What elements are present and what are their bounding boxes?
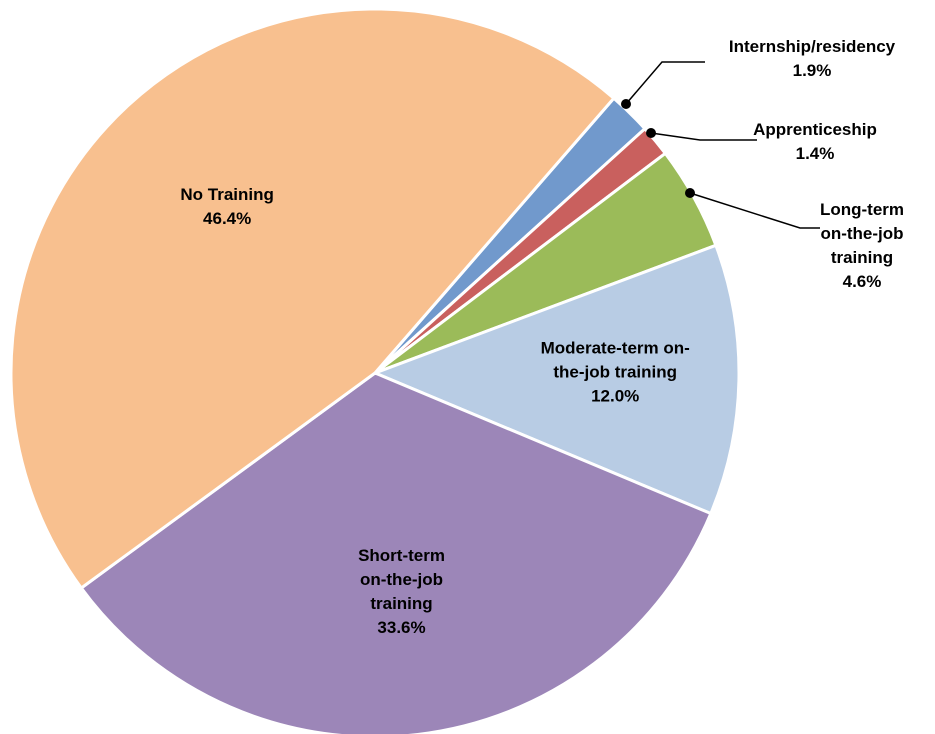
value-label: 4.6% [843, 272, 882, 291]
slice-label: Moderate-term on-the-job training [541, 339, 690, 382]
slice-label: Short-term on-the-job training [358, 546, 445, 613]
label-line: Short-term [358, 546, 445, 565]
label-line: training [370, 594, 432, 613]
leader-line [689, 192, 820, 229]
leader-dot [646, 128, 656, 138]
slice-label: Apprenticeship [753, 120, 877, 139]
leader-dot [685, 188, 695, 198]
leader-line [625, 61, 705, 105]
label-line: training [831, 248, 893, 267]
value-label: 1.9% [793, 61, 832, 80]
label-line: the-job training [553, 363, 677, 382]
value-label: 1.4% [796, 144, 835, 163]
value-label: 33.6% [377, 618, 425, 637]
label-line: Moderate-term on- [541, 339, 690, 358]
label-line: on-the-job [820, 224, 903, 243]
label-line: on-the-job [360, 570, 443, 589]
pie-slice [9, 7, 616, 591]
value-label: 46.4% [203, 209, 251, 228]
pie-slice [370, 243, 741, 516]
label-line: Long-term [820, 200, 904, 219]
pie-slice [79, 371, 713, 734]
slice-label: Internship/residency [729, 37, 896, 56]
value-label: 12.0% [591, 387, 639, 406]
leader-line [650, 132, 757, 141]
slice-label: Long-term on-the-job training [820, 200, 904, 267]
label-line: No Training [180, 185, 274, 204]
label-line: Apprenticeship [753, 120, 877, 139]
slice-label: No Training [180, 185, 274, 204]
label-line: Internship/residency [729, 37, 896, 56]
leader-dot [621, 99, 631, 109]
